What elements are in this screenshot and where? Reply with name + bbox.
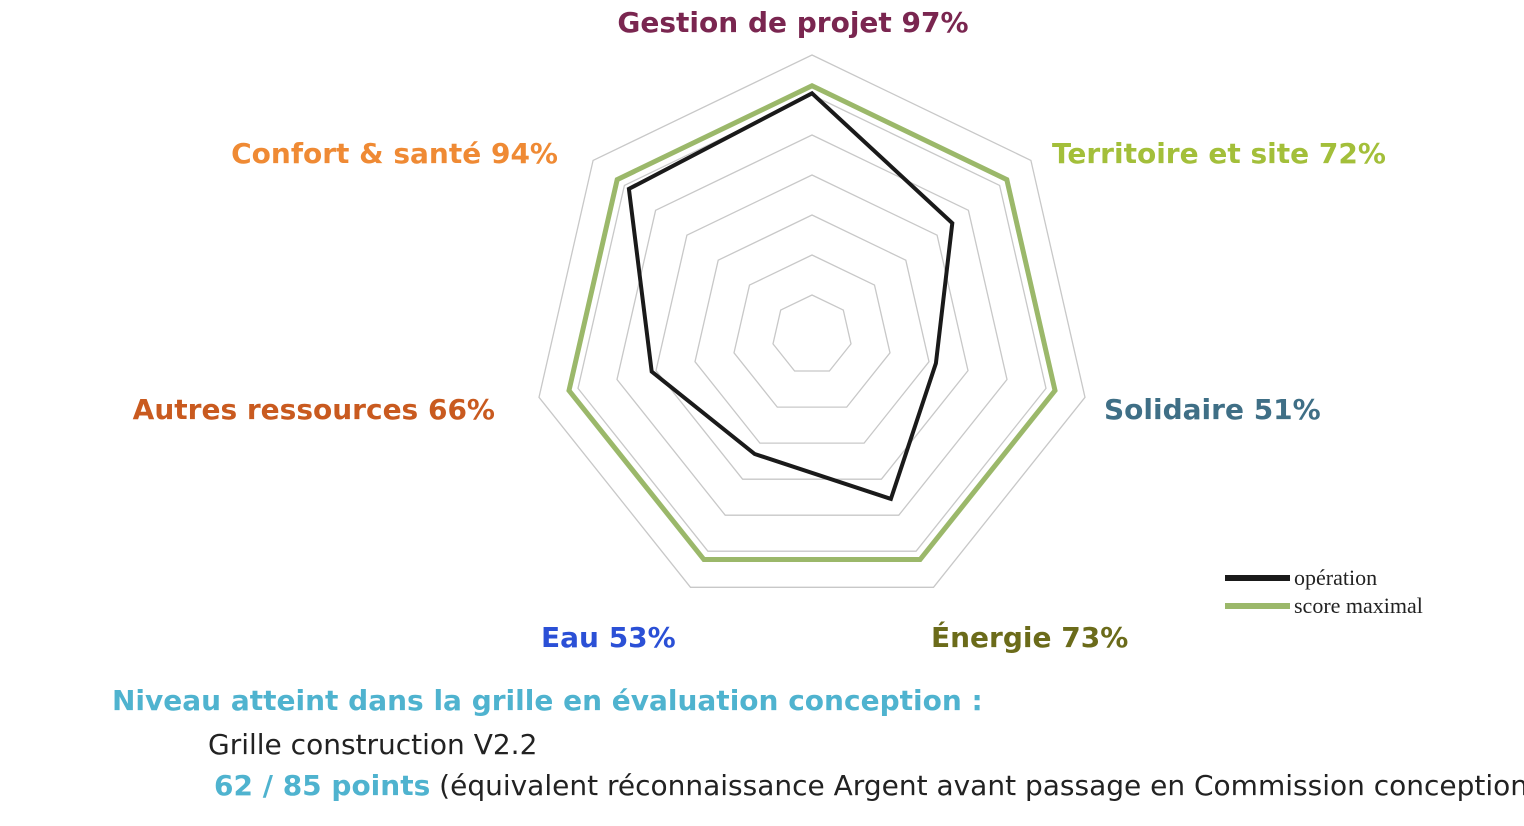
axis-label-value: 72% [1319,137,1386,170]
axis-label-value: 73% [1061,621,1128,654]
points-note: (équivalent réconnaissance Argent avant … [430,769,1524,802]
axis-label-name: Eau [541,621,609,654]
radar-series [566,83,1058,562]
axis-label: Autres ressources 66% [133,393,495,426]
axis-label: Eau 53% [541,621,676,654]
grid-ring [655,174,969,480]
axis-label-value: 51% [1254,393,1321,426]
axis-label: Solidaire 51% [1104,393,1321,426]
axis-label-name: Énergie [931,620,1061,654]
grid-ring [538,54,1086,588]
points-line: 62 / 85 points (équivalent réconnaissanc… [214,769,1524,802]
axis-label: Gestion de projet 97% [617,6,968,39]
axis-label-name: Autres ressources [133,393,428,426]
legend-label: opération [1294,565,1377,590]
axis-label-value: 66% [428,393,495,426]
legend: opération score maximal [1225,565,1423,618]
grid-ring [577,94,1047,552]
axis-label-name: Territoire et site [1052,137,1319,170]
series-line [626,90,955,502]
axis-label-value: 53% [609,621,676,654]
grid-ring [733,254,891,408]
axis-label-name: Gestion de projet [617,6,901,39]
grid-ring [616,134,1008,516]
axis-label-name: Solidaire [1104,393,1254,426]
grid-ring [694,214,930,444]
axis-label-name: Confort & santé [231,137,491,170]
legend-label: score maximal [1294,593,1423,618]
axis-label: Confort & santé 94% [231,137,558,170]
footer-heading: Niveau atteint dans la grille en évaluat… [112,684,983,717]
points-value: 62 / 85 points [214,769,431,802]
axis-label: Territoire et site 72% [1052,137,1386,170]
axis-label-value: 97% [902,6,969,39]
radar-grid [538,54,1086,588]
axis-labels: Gestion de projet 97% Territoire et site … [133,6,1386,654]
grid-ring [772,294,852,372]
series-line [566,83,1058,562]
axis-label-value: 94% [491,137,558,170]
axis-label: Énergie 73% [931,620,1128,654]
grid-name: Grille construction V2.2 [208,728,538,761]
